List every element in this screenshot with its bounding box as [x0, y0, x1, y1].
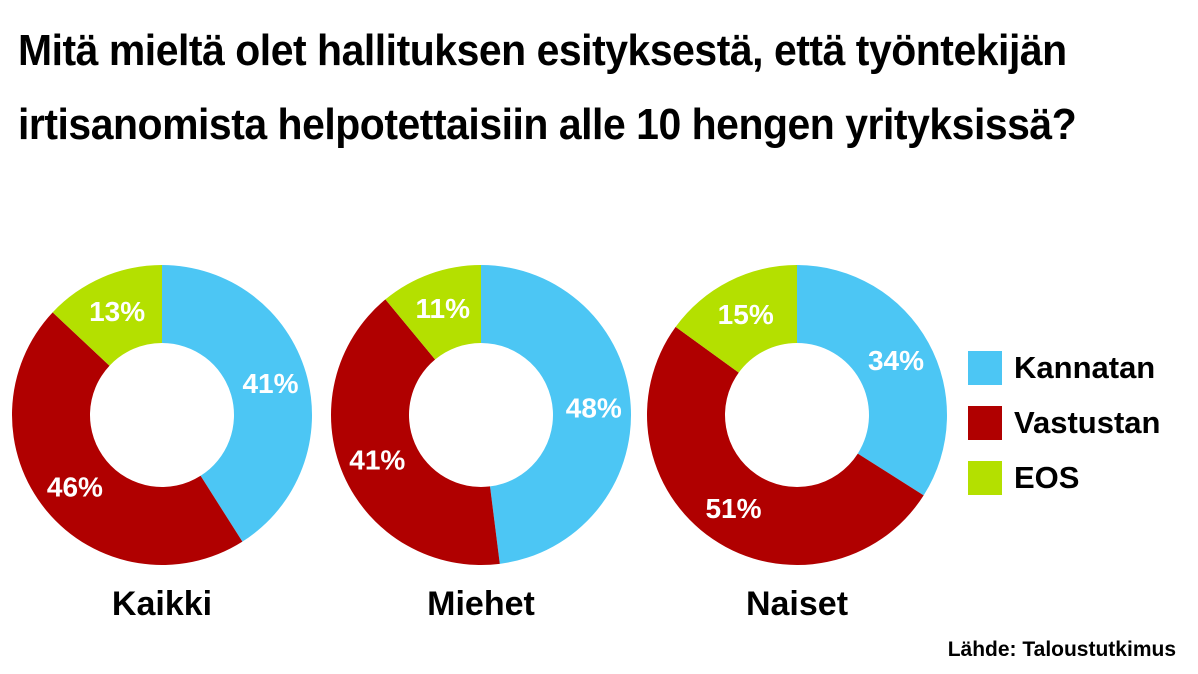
legend-item-vastustan: Vastustan	[968, 395, 1160, 450]
donut-naiset: 34% 51% 15%	[647, 265, 947, 565]
data-label-kaikki-vastustan: 46%	[47, 472, 103, 503]
legend-swatch-eos	[968, 460, 1002, 495]
slice-naiset-kannatan	[797, 265, 947, 496]
slice-kaikki-eos	[52, 265, 162, 366]
slice-miehet-kannatan	[481, 265, 632, 564]
slice-miehet-vastustan	[330, 299, 500, 565]
donut-miehet: 48% 41% 11%	[330, 265, 632, 565]
group-label-naiset: Naiset	[746, 585, 848, 623]
group-label-kaikki: Kaikki	[112, 585, 212, 623]
legend-swatch-kannatan	[968, 350, 1002, 385]
donut-kaikki: 41% 46% 13%	[12, 265, 313, 565]
legend-label-vastustan: Vastustan	[1014, 404, 1161, 440]
slice-miehet-eos	[385, 265, 481, 360]
data-label-naiset-kannatan: 34%	[868, 345, 924, 376]
data-label-miehet-vastustan: 41%	[349, 444, 405, 475]
slice-kaikki-vastustan	[12, 312, 243, 565]
slice-naiset-eos	[675, 265, 797, 373]
data-label-miehet-kannatan: 48%	[566, 392, 622, 423]
chart-title: Mitä mieltä olet hallituksen esityksestä…	[18, 26, 1077, 149]
slice-naiset-vastustan	[647, 326, 924, 565]
legend-label-eos: EOS	[1014, 459, 1080, 495]
legend: Kannatan Vastustan EOS	[968, 340, 1160, 505]
data-label-kaikki-eos: 13%	[89, 296, 145, 327]
data-label-naiset-eos: 15%	[718, 299, 774, 330]
data-label-miehet-eos: 11%	[415, 293, 470, 324]
slice-kaikki-kannatan	[162, 265, 313, 542]
legend-item-kannatan: Kannatan	[968, 340, 1160, 395]
legend-label-kannatan: Kannatan	[1014, 349, 1156, 385]
source-note: Lähde: Taloustutkimus	[947, 638, 1176, 661]
data-label-naiset-vastustan: 51%	[705, 493, 761, 524]
legend-item-eos: EOS	[968, 450, 1160, 505]
group-label-miehet: Miehet	[427, 585, 535, 623]
data-label-kaikki-kannatan: 41%	[242, 368, 298, 399]
legend-swatch-vastustan	[968, 405, 1002, 440]
